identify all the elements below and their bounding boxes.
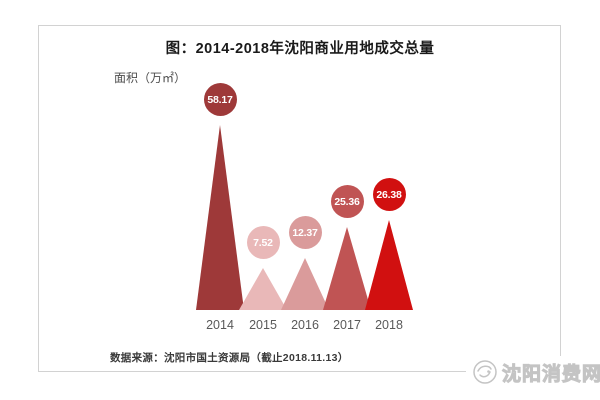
x-tick-label-2017: 2017 — [333, 318, 361, 332]
peak-2017 — [323, 227, 371, 310]
x-tick-label-2015: 2015 — [249, 318, 277, 332]
x-tick-label-2018: 2018 — [375, 318, 403, 332]
value-bubble-2017: 25.36 — [330, 185, 364, 218]
source-note: 数据来源：沈阳市国土资源局（截止2018.11.13） — [110, 352, 349, 364]
x-tick-label-2016: 2016 — [291, 318, 319, 332]
chart-title: 图：2014-2018年沈阳商业用地成交总量 — [165, 41, 435, 57]
watermark-logo-icon — [473, 360, 497, 384]
chart-frame — [38, 25, 561, 372]
y-axis-label: 面积（万㎡） — [114, 71, 187, 85]
peak-2018 — [365, 220, 413, 310]
value-bubble-2014: 58.17 — [203, 83, 237, 116]
peak-2015 — [239, 268, 287, 310]
peak-2016 — [281, 258, 329, 310]
watermark: 沈阳消费网 — [466, 356, 600, 388]
value-bubble-2016: 12.37 — [288, 216, 322, 249]
peak-2014 — [196, 125, 244, 310]
value-bubble-2018: 26.38 — [372, 178, 406, 211]
x-tick-label-2014: 2014 — [206, 318, 234, 332]
value-bubble-2015: 7.52 — [246, 226, 280, 259]
watermark-text: 沈阳消费网 — [501, 363, 600, 385]
